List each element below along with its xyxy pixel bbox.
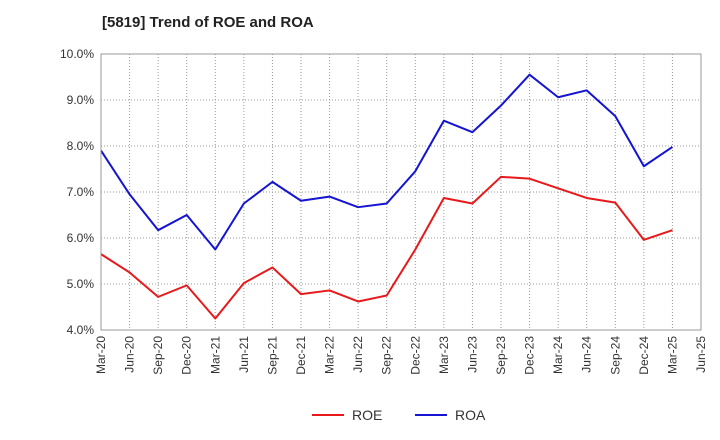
y-tick-label: 9.0% — [67, 93, 95, 107]
x-tick-label: Sep-23 — [494, 336, 508, 375]
x-tick-label: Jun-21 — [237, 336, 251, 373]
y-tick-label: 6.0% — [67, 231, 95, 245]
x-tick-label: Sep-24 — [608, 336, 622, 375]
x-tick-label: Dec-24 — [637, 336, 651, 375]
legend-label-roa: ROA — [455, 407, 486, 423]
plot-frame — [100, 53, 702, 331]
x-tick-label: Dec-20 — [180, 336, 194, 375]
x-tick-label: Jun-23 — [465, 336, 479, 373]
x-tick-label: Dec-21 — [294, 336, 308, 375]
x-tick-label: Sep-20 — [151, 336, 165, 375]
x-tick-label: Jun-22 — [351, 336, 365, 373]
legend-label-roe: ROE — [352, 407, 382, 423]
chart-title: [5819] Trend of ROE and ROA — [102, 14, 314, 31]
x-tick-label: Mar-23 — [437, 336, 451, 374]
x-tick-label: Jun-25 — [694, 336, 708, 373]
x-tick-label: Mar-22 — [323, 336, 337, 374]
y-tick-label: 8.0% — [67, 139, 95, 153]
y-tick-label: 4.0% — [67, 323, 95, 337]
grid-lines — [100, 53, 702, 331]
y-axis-ticks: 4.0% 5.0% 6.0% 7.0% 8.0% 9.0% 10.0% — [60, 47, 94, 337]
x-tick-label: Sep-21 — [265, 336, 279, 375]
x-tick-label: Mar-20 — [94, 336, 108, 374]
x-tick-label: Dec-22 — [408, 336, 422, 375]
x-tick-label: Mar-21 — [208, 336, 222, 374]
x-tick-label: Dec-23 — [523, 336, 537, 375]
x-tick-label: Mar-24 — [551, 336, 565, 374]
x-tick-label: Sep-22 — [380, 336, 394, 375]
y-tick-label: 10.0% — [60, 47, 94, 61]
y-tick-label: 5.0% — [67, 277, 95, 291]
legend: ROE ROA — [312, 407, 486, 423]
y-tick-label: 7.0% — [67, 185, 95, 199]
x-tick-label: Mar-25 — [665, 336, 679, 374]
x-tick-label: Jun-20 — [123, 336, 137, 373]
x-axis-ticks: Mar-20 Jun-20 Sep-20 Dec-20 Mar-21 Jun-21 Sep-… — [94, 336, 708, 375]
x-tick-label: Jun-24 — [580, 336, 594, 373]
